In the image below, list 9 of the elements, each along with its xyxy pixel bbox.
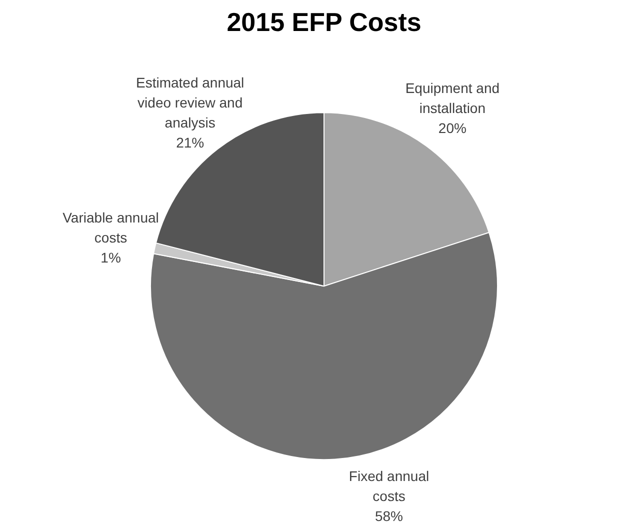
data-label: 20% [438,120,466,136]
slice-label: Variable annual costs [62,209,159,246]
data-label: 1% [100,249,121,266]
data-label: 58% [374,508,404,524]
slice-label: Equipment and installation [405,80,500,116]
slice-label: Estimated annual video review and analysis [136,74,244,130]
slice-label: Fixed annual costs [348,468,430,504]
chart-title: 2015 EFP Costs [226,6,422,37]
data-label: 21% [176,134,204,150]
